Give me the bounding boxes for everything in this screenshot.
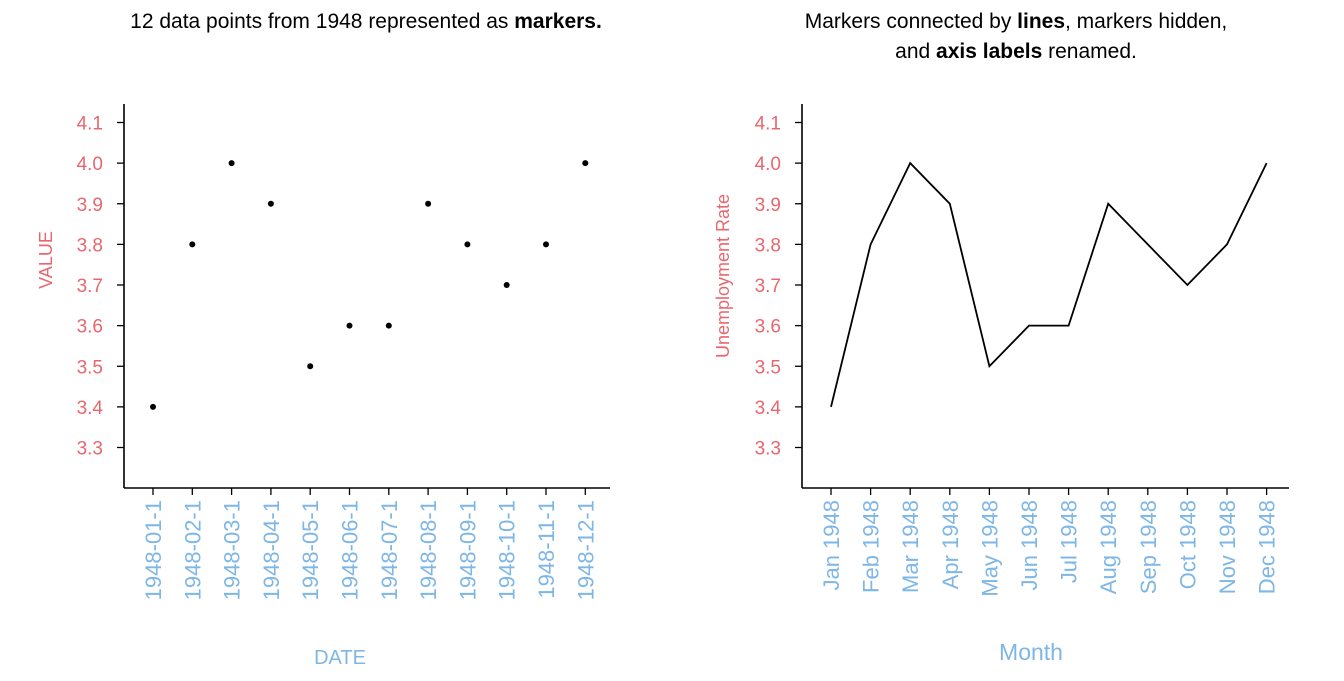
y-tick-label: 3.9 bbox=[77, 195, 103, 216]
x-tick-label: 1948-01-1 bbox=[141, 500, 166, 600]
x-tick-label: Dec 1948 bbox=[1255, 500, 1280, 594]
series-line bbox=[830, 161, 1268, 408]
x-tick-label: 1948-10-1 bbox=[495, 500, 520, 600]
x-tick-label: 1948-05-1 bbox=[298, 500, 323, 600]
data-point bbox=[228, 160, 235, 167]
x-tick-label: Feb 1948 bbox=[859, 500, 884, 593]
x-tick-label: 1948-07-1 bbox=[377, 500, 402, 600]
line-chart: Markers connected by lines, markers hidd… bbox=[713, 10, 1289, 665]
chart-title-part: , markers hidden, bbox=[1065, 10, 1227, 33]
data-point bbox=[150, 403, 156, 410]
x-tick-label: Apr 1948 bbox=[938, 500, 963, 589]
data-point bbox=[189, 241, 196, 248]
chart-title-part: Markers connected by bbox=[805, 10, 1017, 33]
scatter-chart: 12 data points from 1948 represented as … bbox=[36, 10, 610, 669]
x-tick-label: Nov 1948 bbox=[1215, 500, 1240, 594]
y-tick-label: 3.7 bbox=[755, 276, 781, 297]
x-tick-label: 1948-12-1 bbox=[573, 500, 598, 600]
y-axis-label: VALUE bbox=[36, 231, 56, 289]
y-tick-label: 4.0 bbox=[755, 154, 781, 175]
data-point bbox=[503, 282, 510, 288]
x-tick-label: Jul 1948 bbox=[1057, 500, 1082, 583]
x-tick-label: May 1948 bbox=[977, 500, 1002, 597]
y-tick-label: 3.3 bbox=[77, 439, 103, 460]
chart-title-part: lines bbox=[1017, 10, 1065, 33]
y-tick-label: 3.8 bbox=[755, 235, 781, 256]
x-tick-label: 1948-08-1 bbox=[416, 500, 441, 600]
y-tick-label: 4.1 bbox=[755, 114, 781, 135]
x-tick-label: Oct 1948 bbox=[1175, 500, 1200, 589]
x-tick-label: 1948-09-1 bbox=[455, 500, 480, 600]
data-point bbox=[385, 322, 392, 329]
y-tick-label: 4.1 bbox=[77, 114, 103, 135]
data-point bbox=[464, 241, 471, 248]
y-tick-label: 3.5 bbox=[77, 357, 103, 378]
data-point bbox=[582, 160, 589, 167]
data-point bbox=[543, 241, 549, 248]
x-tick-label: Aug 1948 bbox=[1096, 500, 1121, 594]
y-tick-label: 3.7 bbox=[77, 276, 103, 297]
y-tick-label: 3.8 bbox=[77, 235, 103, 256]
y-tick-label: 3.6 bbox=[755, 317, 781, 338]
y-tick-label: 3.4 bbox=[755, 398, 782, 419]
chart-title-part: renamed. bbox=[1042, 40, 1137, 63]
chart-title: 12 data points from 1948 represented as … bbox=[130, 10, 602, 33]
chart-title-part: axis labels bbox=[936, 40, 1042, 63]
data-point bbox=[267, 200, 274, 207]
chart-title: Markers connected by lines, markers hidd… bbox=[805, 10, 1228, 63]
x-axis-label: DATE bbox=[314, 647, 366, 669]
y-tick-label: 4.0 bbox=[77, 154, 103, 175]
x-tick-label: 1948-04-1 bbox=[259, 500, 284, 600]
x-axis-label: Month bbox=[999, 639, 1063, 665]
y-tick-label: 3.3 bbox=[755, 439, 781, 460]
data-point bbox=[346, 322, 353, 329]
y-tick-label: 3.5 bbox=[755, 357, 781, 378]
y-axis-label: Unemployment Rate bbox=[713, 194, 733, 358]
x-tick-label: 1948-06-1 bbox=[338, 500, 363, 600]
x-tick-label: Sep 1948 bbox=[1136, 500, 1161, 594]
chart-title-part: and bbox=[895, 40, 936, 63]
y-tick-label: 3.4 bbox=[77, 398, 104, 419]
data-point bbox=[307, 363, 314, 370]
x-tick-label: 1948-03-1 bbox=[220, 500, 245, 600]
data-point bbox=[425, 200, 432, 207]
x-tick-label: Jun 1948 bbox=[1017, 500, 1042, 591]
chart-title-part: markers. bbox=[514, 10, 602, 33]
y-tick-label: 3.9 bbox=[755, 195, 781, 216]
x-tick-label: Mar 1948 bbox=[898, 500, 923, 593]
chart-title-part: 12 data points from 1948 represented as bbox=[130, 10, 514, 33]
y-tick-label: 3.6 bbox=[77, 317, 103, 338]
x-tick-label: Jan 1948 bbox=[819, 500, 844, 591]
x-tick-label: 1948-02-1 bbox=[180, 500, 205, 600]
x-tick-label: 1948-11-1 bbox=[534, 500, 559, 599]
